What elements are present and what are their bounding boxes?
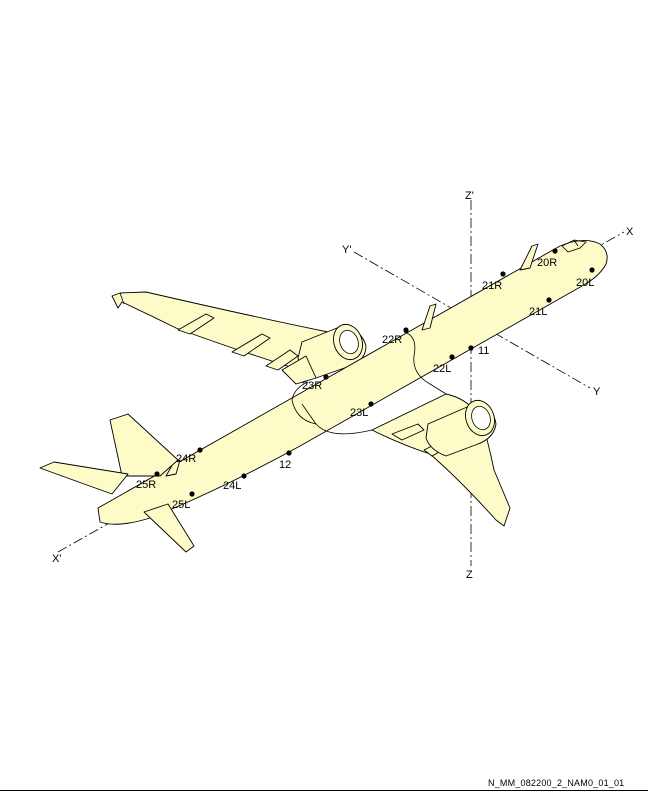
cockpit-windows <box>561 239 587 253</box>
y-neg-label: Y' <box>342 244 351 256</box>
point-marker <box>403 327 409 333</box>
point-label: 25R <box>136 479 156 491</box>
x-neg-label: X' <box>52 553 61 565</box>
left-wing <box>111 291 329 371</box>
point-label: 24R <box>176 453 196 465</box>
point-24l: 24L <box>223 473 247 492</box>
point-marker <box>589 267 595 273</box>
left-wing-flap-fairing-2 <box>231 333 271 357</box>
footer-rule <box>0 790 648 791</box>
y-pos-label: Y <box>593 386 601 398</box>
left-horizontal-stabilizer <box>39 461 129 495</box>
point-23l: 23L <box>350 401 374 419</box>
point-21r: 21R <box>482 271 506 292</box>
point-marker <box>286 450 292 456</box>
left-wing-flap-fairing-3 <box>265 349 299 371</box>
point-25r: 25R <box>136 471 160 491</box>
point-marker <box>197 447 203 453</box>
point-marker <box>154 471 160 477</box>
point-label: 12 <box>279 459 291 471</box>
y-axis-line <box>353 251 591 389</box>
reference-code: N_MM_082200_2_NAM0_01_01 <box>488 778 625 788</box>
point-label: 22R <box>382 334 402 346</box>
point-22l: 22L <box>433 354 455 375</box>
fuselage <box>97 239 608 525</box>
point-marker <box>552 248 558 254</box>
point-25l: 25L <box>172 491 195 511</box>
point-label: 24L <box>223 480 241 492</box>
point-label: 21R <box>482 280 502 292</box>
point-label: 21L <box>529 306 547 318</box>
point-marker <box>323 374 329 380</box>
point-marker <box>500 271 506 277</box>
point-label: 22L <box>433 363 451 375</box>
point-marker <box>241 473 247 479</box>
point-20l: 20L <box>576 267 595 289</box>
axis-labels: X X' Y' Y Z' Z <box>52 190 634 581</box>
point-marker <box>546 297 552 303</box>
aft-door <box>165 459 181 477</box>
point-label: 25L <box>172 499 190 511</box>
point-marker <box>368 401 374 407</box>
point-label: 23L <box>350 407 368 419</box>
point-23r: 23R <box>302 374 329 392</box>
point-label: 20R <box>537 257 557 269</box>
right-horizontal-stabilizer <box>143 503 195 553</box>
measurement-points: 20R 20L 21R 21L 22R 22L 11 23R 23L 24R 24L 12 25R 25L <box>136 248 595 511</box>
point-label: 20L <box>576 277 594 289</box>
point-marker <box>189 491 195 497</box>
vertical-stabilizer <box>109 413 179 477</box>
right-wing-flap-fairing-1 <box>391 423 425 441</box>
point-label: 11 <box>478 345 489 357</box>
point-marker <box>449 354 455 360</box>
point-marker <box>468 345 474 351</box>
x-pos-label: X <box>626 226 634 238</box>
tail <box>39 413 195 553</box>
overwing-exit <box>421 303 437 331</box>
point-20r: 20R <box>537 248 558 269</box>
point-21l: 21L <box>529 297 552 318</box>
point-12: 12 <box>279 450 292 471</box>
z-up-label: Z' <box>465 190 474 202</box>
z-down-label: Z <box>466 569 473 581</box>
left-wing-flap-fairing-1 <box>177 313 215 335</box>
point-label: 23R <box>302 380 322 392</box>
right-engine <box>425 399 497 457</box>
forward-door <box>519 243 539 271</box>
point-11: 11 <box>468 345 489 357</box>
point-22r: 22R <box>382 327 409 346</box>
point-24r: 24R <box>176 447 203 465</box>
